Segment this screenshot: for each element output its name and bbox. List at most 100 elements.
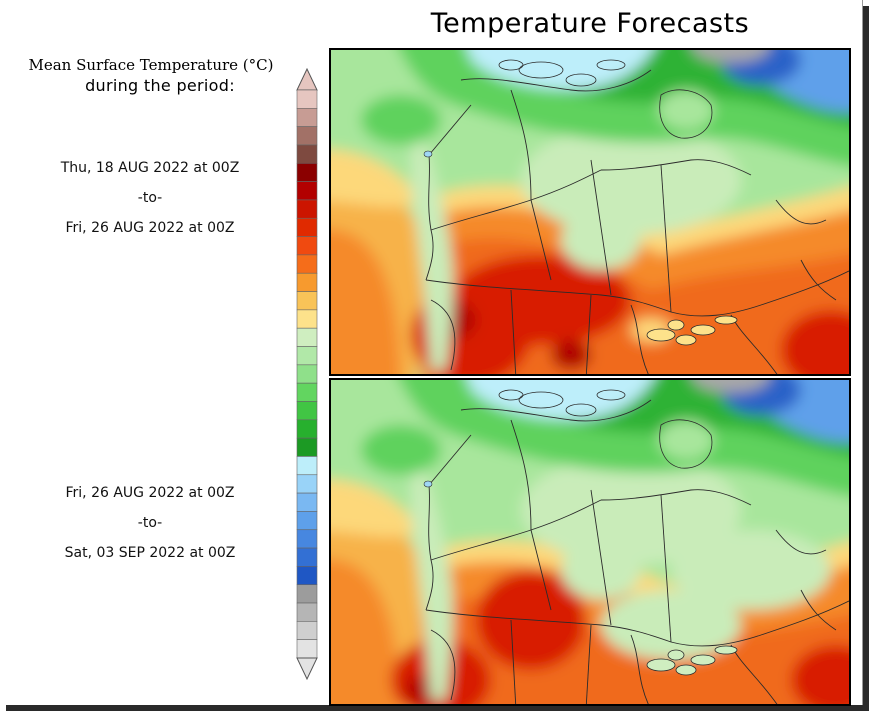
temperature-zone <box>331 229 401 374</box>
temperature-zone <box>692 380 770 393</box>
hudson-bay-outline <box>659 419 713 469</box>
legend-swatch <box>296 437 318 457</box>
map-panel-period2 <box>329 378 851 706</box>
legend-heading-line1: Mean Surface Temperature (°C) <box>28 56 274 74</box>
legend-swatch <box>296 291 318 311</box>
lake-outline <box>690 324 716 336</box>
boundary-line <box>600 159 752 176</box>
legend-swatch <box>296 602 318 622</box>
legend-swatch <box>296 254 318 274</box>
legend-max-arrow <box>296 67 318 91</box>
temperature-zone <box>331 559 401 704</box>
legend-swatch <box>296 144 318 164</box>
boundary-line <box>590 159 612 296</box>
temperature-zone <box>561 540 641 600</box>
period2-start: Fri, 26 AUG 2022 at 00Z <box>65 485 235 501</box>
temperature-zone <box>601 590 741 660</box>
temperature-zone <box>791 645 849 704</box>
boundary-line <box>630 304 649 374</box>
island-outline <box>518 391 564 409</box>
legend-swatch <box>296 456 318 476</box>
lake-outline <box>675 664 697 676</box>
legend-swatch <box>296 199 318 219</box>
temperature-zone <box>521 125 741 235</box>
boundary-line <box>510 89 532 201</box>
temperature-map-2 <box>331 380 849 704</box>
boundary-line <box>460 69 652 92</box>
temperature-zone <box>658 420 714 460</box>
boundary-line <box>775 529 827 555</box>
boundary-line <box>460 399 652 422</box>
island-outline <box>518 61 564 79</box>
temperature-zone <box>551 340 591 370</box>
lake-outline <box>646 328 676 342</box>
temperature-zone <box>692 50 770 63</box>
legend-swatch <box>296 364 318 384</box>
water-body <box>423 480 433 488</box>
temperature-zone <box>331 479 421 537</box>
legend-swatch <box>296 346 318 366</box>
period1-separator: -to- <box>137 190 163 206</box>
legend-swatch <box>296 162 318 182</box>
island-outline <box>498 389 524 401</box>
boundary-line <box>590 489 612 626</box>
legend-swatch <box>296 327 318 347</box>
legend-swatch <box>296 382 318 402</box>
legend-swatch <box>296 401 318 421</box>
boundary-line <box>800 259 837 301</box>
legend-swatch <box>296 492 318 512</box>
lake-outline <box>690 654 716 666</box>
temperature-zone <box>331 149 421 207</box>
map-panel-period1 <box>329 48 851 376</box>
boundary-line <box>428 104 472 156</box>
temperature-zone <box>361 425 441 475</box>
boundary-line <box>775 199 827 225</box>
boundary-line <box>428 434 472 486</box>
legend-swatch <box>296 126 318 146</box>
legend-swatch <box>296 529 318 549</box>
boundary-line <box>585 624 592 704</box>
lake-outline <box>646 658 676 672</box>
legend-swatch <box>296 419 318 439</box>
legend-min-arrow <box>296 657 318 681</box>
legend-swatch <box>296 474 318 494</box>
color-scale-bar <box>296 67 318 681</box>
period1-start: Thu, 18 AUG 2022 at 00Z <box>60 160 240 176</box>
boundary-line <box>430 629 456 701</box>
island-outline <box>498 59 524 71</box>
boundary-line <box>585 294 592 374</box>
boundary-line <box>425 600 849 647</box>
legend-swatch <box>296 181 318 201</box>
boundary-line <box>800 589 837 631</box>
legend-swatch <box>296 584 318 604</box>
temperature-zone <box>671 530 831 610</box>
temperature-zone <box>658 90 714 130</box>
legend-swatch <box>296 272 318 292</box>
boundary-line <box>425 270 849 317</box>
legend-swatch <box>296 511 318 531</box>
boundary-line <box>530 199 552 281</box>
legend-swatch <box>296 639 318 659</box>
period1-end: Fri, 26 AUG 2022 at 00Z <box>65 220 235 236</box>
boundary-line <box>660 494 672 643</box>
legend-swatch <box>296 621 318 640</box>
lake-outline <box>714 315 738 325</box>
lake-outline <box>667 649 685 661</box>
legend-swatch <box>296 108 318 127</box>
legend-swatch <box>296 566 318 586</box>
island-outline <box>596 389 626 401</box>
lake-outline <box>675 334 697 346</box>
boundary-line <box>510 619 517 704</box>
period2-separator: -to- <box>137 515 163 531</box>
period2-end: Sat, 03 SEP 2022 at 00Z <box>64 545 236 561</box>
temperature-map-1 <box>331 50 849 374</box>
island-outline <box>565 403 597 417</box>
legend-swatch <box>296 309 318 329</box>
boundary-line <box>530 529 552 611</box>
legend-swatch <box>296 547 318 567</box>
lake-outline <box>667 319 685 331</box>
temperature-zone <box>521 455 741 565</box>
temperature-zone <box>561 210 641 270</box>
island-outline <box>596 59 626 71</box>
temperature-zone <box>781 310 849 374</box>
